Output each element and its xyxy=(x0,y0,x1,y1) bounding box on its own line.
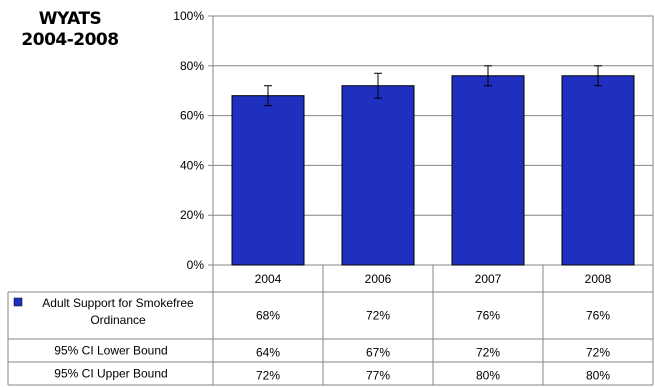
x-tick-label: 2006 xyxy=(365,272,392,286)
table-cell-value: 72% xyxy=(366,309,390,323)
chart-title-line-2: 2004-2008 xyxy=(21,30,119,50)
row-label: Ordinance xyxy=(90,313,146,327)
bar xyxy=(341,85,415,266)
table-cell-value: 77% xyxy=(366,369,390,383)
table-cell-value: 76% xyxy=(586,309,610,323)
legend-swatch xyxy=(13,297,23,307)
table-cell-value: 68% xyxy=(256,309,280,323)
table-cell-value: 72% xyxy=(586,346,610,360)
x-tick-label: 2007 xyxy=(475,272,502,286)
y-tick-label: 80% xyxy=(180,59,204,73)
table-cell-value: 64% xyxy=(256,346,280,360)
table-cell-value: 72% xyxy=(476,346,500,360)
y-tick-label: 100% xyxy=(173,9,204,23)
chart-title: WYATS 2004-2008 xyxy=(10,9,130,51)
y-tick-label: 20% xyxy=(180,208,204,222)
y-tick-label: 0% xyxy=(187,258,205,272)
chart-title-line-1: WYATS xyxy=(38,9,102,29)
row-label: 95% CI Lower Bound xyxy=(54,344,167,358)
y-tick-label: 40% xyxy=(180,158,204,172)
table-cell-value: 76% xyxy=(476,309,500,323)
bar xyxy=(561,75,635,266)
table-cell-value: 72% xyxy=(256,369,280,383)
table-cell-value: 80% xyxy=(586,369,610,383)
row-label: 95% CI Upper Bound xyxy=(54,367,167,381)
x-tick-label: 2004 xyxy=(255,272,282,286)
table-cell-value: 80% xyxy=(476,369,500,383)
bar xyxy=(451,75,525,266)
table-cell-value: 67% xyxy=(366,346,390,360)
bar xyxy=(231,95,305,266)
y-tick-label: 60% xyxy=(180,109,204,123)
row-label: Adult Support for Smokefree xyxy=(42,296,194,310)
x-tick-label: 2008 xyxy=(585,272,612,286)
